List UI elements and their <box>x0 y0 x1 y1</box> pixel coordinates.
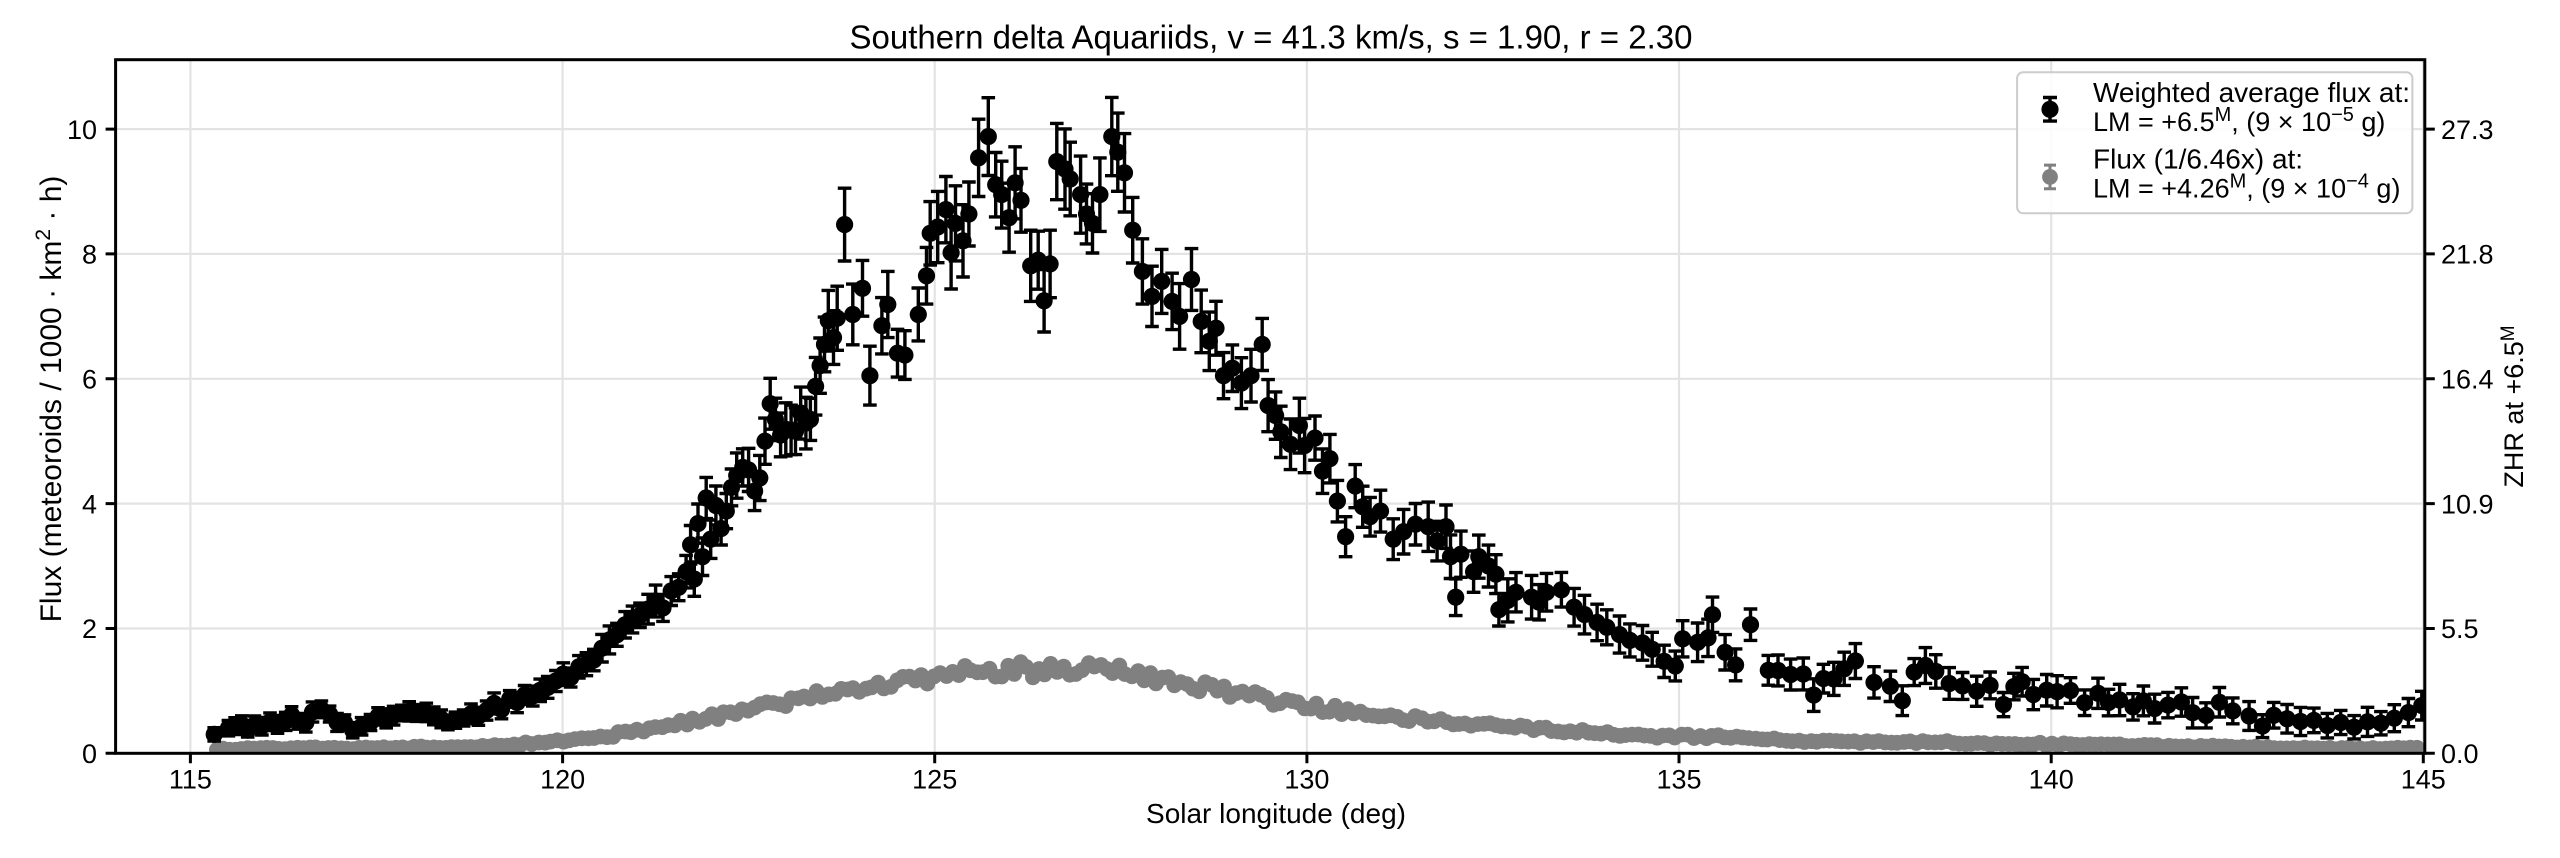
svg-text:Solar longitude (deg): Solar longitude (deg) <box>1146 798 1406 829</box>
svg-text:Flux (1/6.46x) at:: Flux (1/6.46x) at: <box>2093 144 2303 175</box>
svg-text:135: 135 <box>1656 765 1701 795</box>
svg-text:4: 4 <box>82 489 97 519</box>
svg-text:21.8: 21.8 <box>2441 240 2494 270</box>
svg-text:140: 140 <box>2029 765 2074 795</box>
svg-text:Southern delta Aquariids, v =: Southern delta Aquariids, v = 41.3 km/s,… <box>850 19 1693 56</box>
svg-text:6: 6 <box>82 365 97 395</box>
svg-text:115: 115 <box>169 765 212 795</box>
svg-text:ZHR at +6.5M: ZHR at +6.5M <box>2498 325 2529 487</box>
svg-text:8: 8 <box>82 240 97 270</box>
svg-text:27.3: 27.3 <box>2441 115 2494 145</box>
svg-text:16.4: 16.4 <box>2441 365 2494 395</box>
svg-text:130: 130 <box>1284 765 1329 795</box>
svg-text:0: 0 <box>82 739 97 769</box>
svg-text:120: 120 <box>540 765 585 795</box>
svg-text:Flux (meteoroids / 1000 · km2: Flux (meteoroids / 1000 · km2 · h) <box>32 176 68 623</box>
svg-text:145: 145 <box>2401 765 2446 795</box>
svg-text:125: 125 <box>912 765 957 795</box>
svg-text:5.5: 5.5 <box>2441 614 2479 644</box>
svg-text:0.0: 0.0 <box>2441 739 2479 769</box>
svg-text:2: 2 <box>82 614 97 644</box>
svg-text:Weighted average flux at:: Weighted average flux at: <box>2093 77 2410 108</box>
svg-text:10: 10 <box>67 115 97 145</box>
svg-text:10.9: 10.9 <box>2441 489 2494 519</box>
